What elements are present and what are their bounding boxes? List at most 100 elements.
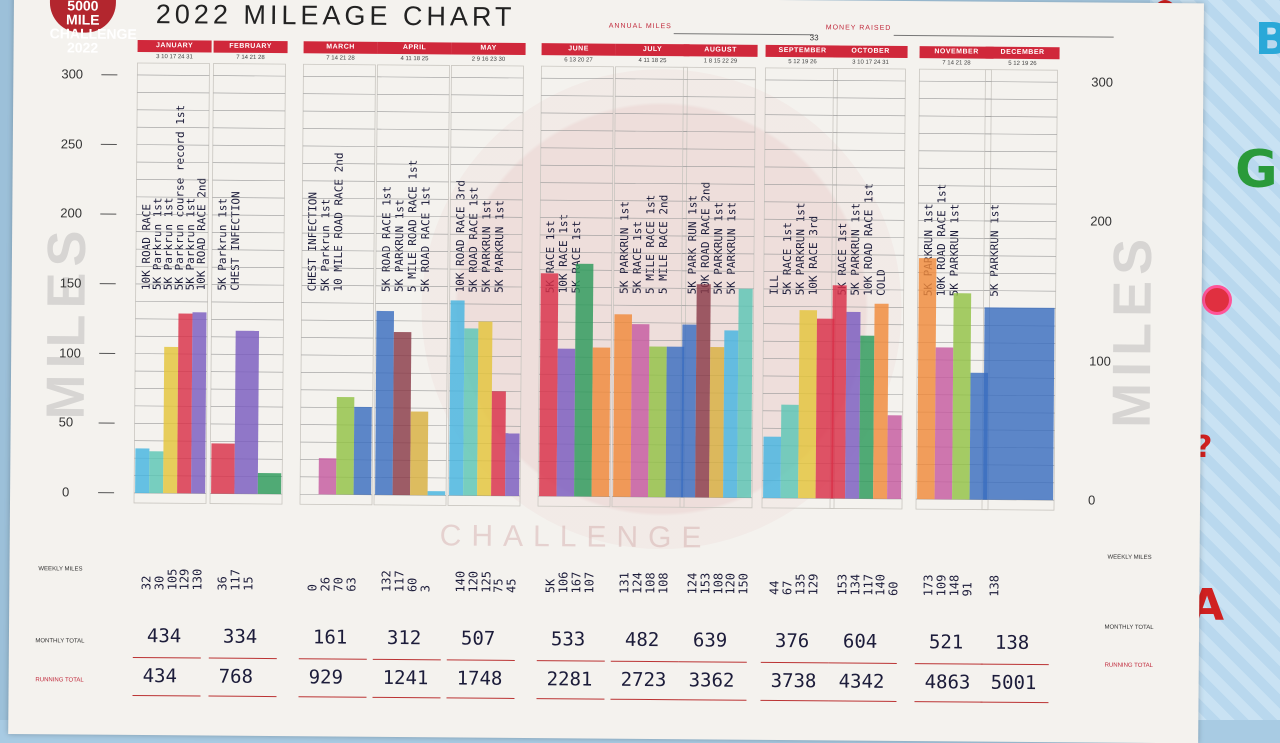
grid-line <box>765 132 837 133</box>
grid-line <box>302 250 374 251</box>
week-bar <box>375 311 394 495</box>
grid-line <box>683 114 755 115</box>
grid-line <box>211 319 283 320</box>
grid-line <box>376 216 448 217</box>
grid-line <box>451 182 523 183</box>
week-bar <box>505 433 519 496</box>
week-bar <box>177 314 192 494</box>
grid-line <box>919 168 991 169</box>
grid-line <box>832 237 904 238</box>
grid-line <box>985 186 1057 187</box>
grid-line <box>615 114 687 115</box>
grid-line <box>918 238 990 239</box>
grid-line <box>301 338 373 339</box>
watermark-text: CHALLENGE <box>440 519 712 554</box>
grid-line <box>213 128 285 129</box>
grid-line <box>985 116 1057 117</box>
week-bar <box>983 307 1055 500</box>
mileage-chart: CHALLENGE <box>8 0 1204 743</box>
y-tick-left: 150 <box>60 275 82 290</box>
grid-line <box>765 184 837 185</box>
weekly-miles-label-right: WEEKLY MILES <box>1095 555 1165 562</box>
grid-line <box>615 148 687 149</box>
grid-line <box>918 203 990 204</box>
week-bar <box>477 321 492 495</box>
grid-line <box>615 79 687 80</box>
grid-line <box>212 232 284 233</box>
grid-line <box>213 163 285 164</box>
week-bar <box>859 336 874 499</box>
week-bar <box>631 324 650 497</box>
week-bar <box>539 273 558 496</box>
grid-line <box>137 75 209 76</box>
week-bar <box>557 349 576 497</box>
grid-line <box>614 218 686 219</box>
week-bar <box>935 347 954 499</box>
grid-line <box>302 198 374 199</box>
week-bar <box>149 451 163 493</box>
grid-line <box>614 235 686 236</box>
week-bar <box>211 443 235 493</box>
grid-line <box>765 167 837 168</box>
grid-line <box>832 202 904 203</box>
grid-line <box>303 76 375 77</box>
grid-line <box>212 250 284 251</box>
grid-line <box>136 249 208 250</box>
grid-line <box>764 271 836 272</box>
week-bar <box>463 328 478 495</box>
grid-line <box>376 268 448 269</box>
grid-line <box>833 168 905 169</box>
week-bar <box>873 304 889 499</box>
grid-line <box>540 235 612 236</box>
grid-line <box>303 163 375 164</box>
grid-line <box>832 272 904 273</box>
grid-line <box>540 200 612 201</box>
grid-line <box>765 80 837 81</box>
grid-line <box>377 77 449 78</box>
grid-line <box>213 145 285 146</box>
grid-line <box>450 286 522 287</box>
grid-line <box>302 303 374 304</box>
grid-line <box>683 132 755 133</box>
week-bar <box>681 324 696 497</box>
grid-line <box>136 232 208 233</box>
grid-line <box>683 184 755 185</box>
grid-line <box>376 286 448 287</box>
grid-line <box>377 129 449 130</box>
grid-line <box>682 236 754 237</box>
grid-line <box>833 80 905 81</box>
week-bar <box>737 289 753 498</box>
grid-line <box>614 270 686 271</box>
grid-line <box>302 268 374 269</box>
grid-line <box>302 285 374 286</box>
week-bar <box>319 458 337 494</box>
monthly-total-label-left: MONTHLY TOTAL <box>25 638 95 645</box>
y-tick-right: 200 <box>1090 214 1112 229</box>
grid-line <box>451 130 523 131</box>
grid-line <box>302 216 374 217</box>
grid-line <box>683 97 755 98</box>
week-bar <box>234 331 259 494</box>
button-icon <box>1202 285 1232 315</box>
week-bar <box>648 347 667 498</box>
grid-line <box>376 234 448 235</box>
week-bar <box>449 300 465 495</box>
grid-line <box>213 93 285 94</box>
grid-line <box>919 186 991 187</box>
week-bar <box>592 347 611 496</box>
grid-line <box>136 214 208 215</box>
grid-line <box>984 204 1056 205</box>
weekly-miles-label-left: WEEKLY MILES <box>25 566 95 573</box>
grid-line <box>919 116 991 117</box>
grid-line <box>615 131 687 132</box>
grid-line <box>377 94 449 95</box>
week-bar <box>917 258 936 499</box>
grid-line <box>984 238 1056 239</box>
grid-line <box>682 271 754 272</box>
grid-line <box>540 217 612 218</box>
grid-line <box>451 147 523 148</box>
week-bar <box>258 473 281 494</box>
grid-line <box>301 355 373 356</box>
y-tick-left: 300 <box>61 66 83 81</box>
grid-line <box>303 146 375 147</box>
